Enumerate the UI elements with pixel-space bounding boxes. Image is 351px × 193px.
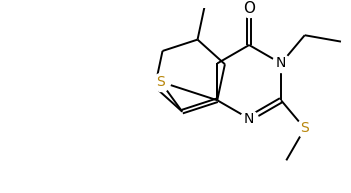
Text: N: N <box>244 112 254 126</box>
Text: S: S <box>300 121 309 135</box>
Text: S: S <box>156 75 165 89</box>
Text: N: N <box>276 56 286 70</box>
Text: O: O <box>243 1 255 16</box>
